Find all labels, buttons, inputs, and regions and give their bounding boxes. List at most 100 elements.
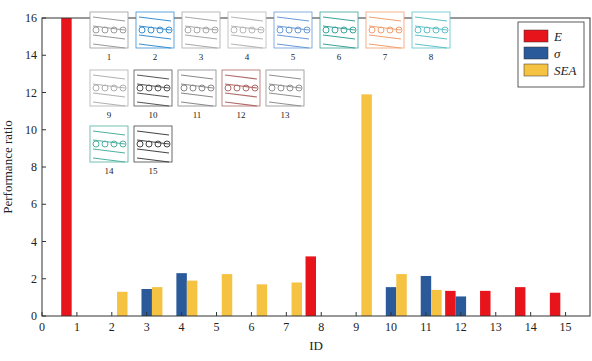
thumbnail-pattern: [139, 35, 171, 39]
y-tick-label: 12: [25, 86, 37, 100]
thumbnail-pattern: [269, 102, 301, 106]
inset-thumbnail: [366, 12, 404, 48]
inset-thumbnail: [274, 12, 312, 48]
x-tick: [391, 312, 392, 316]
thumbnail-frame: [136, 12, 174, 48]
thumbnail-pattern: [185, 44, 217, 48]
y-tick-label: 8: [31, 160, 37, 174]
thumbnail-pattern: [258, 27, 264, 33]
thumbnail-pattern: [415, 17, 447, 21]
x-tick: [286, 312, 287, 316]
thumbnail-pattern: [323, 44, 355, 48]
plot-frame: [42, 18, 590, 316]
x-tick-label: 10: [385, 320, 397, 334]
inset-thumbnail: [178, 70, 216, 106]
thumbnail-pattern: [194, 27, 200, 33]
y-tick: [42, 204, 46, 205]
x-tick-label: 15: [560, 320, 572, 334]
thumbnail-pattern: [225, 93, 257, 97]
thumbnail-pattern: [304, 27, 310, 33]
y-tick-label: 2: [31, 272, 37, 286]
bar: [306, 256, 316, 316]
thumbnail-frame: [182, 12, 220, 48]
thumbnail-pattern: [120, 85, 126, 91]
thumbnail-pattern: [240, 27, 246, 33]
y-tick: [42, 18, 46, 19]
inset-thumbnail: [412, 12, 450, 48]
inset-label: 6: [337, 52, 342, 62]
inset-label: 15: [149, 166, 159, 176]
thumbnail-pattern: [269, 75, 301, 79]
thumbnail-pattern: [120, 27, 126, 33]
bar: [292, 282, 302, 316]
bar: [445, 291, 455, 316]
inset-label: 12: [237, 110, 246, 120]
inset-thumbnail: [320, 12, 358, 48]
thumbnail-pattern: [137, 75, 169, 79]
bar: [61, 18, 71, 316]
thumbnail-pattern: [181, 102, 213, 106]
x-tick-label: 5: [214, 320, 220, 334]
bar: [480, 291, 490, 316]
bar: [515, 287, 525, 316]
thumbnail-pattern: [93, 131, 125, 135]
thumbnail-pattern: [111, 141, 117, 147]
bar: [141, 289, 151, 316]
legend: EσSEA: [518, 22, 584, 87]
thumbnail-pattern: [286, 27, 292, 33]
legend-label: SEA: [554, 63, 576, 78]
inset-thumbnail: [90, 70, 128, 106]
thumbnail-frame: [178, 70, 216, 106]
thumbnail-pattern: [323, 17, 355, 21]
inset-thumbnail: [228, 12, 266, 48]
inset-label: 13: [281, 110, 291, 120]
bar: [431, 290, 441, 316]
thumbnail-pattern: [93, 102, 125, 106]
x-tick-label: 6: [248, 320, 254, 334]
thumbnail-pattern: [157, 27, 163, 33]
y-tick: [42, 278, 46, 279]
thumbnail-frame: [320, 12, 358, 48]
y-tick: [42, 316, 46, 317]
thumbnail-pattern: [148, 27, 154, 33]
x-tick-label: 14: [525, 320, 537, 334]
bar: [187, 281, 197, 316]
y-axis-label: Performance ratio: [0, 120, 15, 213]
x-tick: [495, 312, 496, 316]
thumbnail-pattern: [137, 93, 169, 97]
chart: 02468101214160123456789101112131415IDPer…: [0, 0, 592, 361]
thumbnail-pattern: [181, 93, 213, 97]
inset-label: 9: [107, 110, 112, 120]
thumbnail-pattern: [225, 102, 257, 106]
thumbnail-pattern: [442, 27, 448, 33]
bar: [421, 276, 431, 316]
inset-label: 10: [149, 110, 159, 120]
thumbnail-pattern: [181, 85, 187, 91]
inset-thumbnail: [136, 12, 174, 48]
thumbnail-pattern: [181, 75, 213, 79]
thumbnail-pattern: [249, 27, 255, 33]
x-tick: [251, 312, 252, 316]
thumbnail-pattern: [190, 85, 196, 91]
thumbnail-pattern: [278, 85, 284, 91]
thumbnail-pattern: [369, 44, 401, 48]
x-tick: [146, 312, 147, 316]
inset-label: 3: [199, 52, 204, 62]
x-tick-label: 9: [353, 320, 359, 334]
thumbnail-frame: [134, 70, 172, 106]
x-tick: [42, 312, 43, 316]
thumbnail-pattern: [137, 158, 169, 162]
legend-label: σ: [554, 46, 561, 61]
thumbnail-pattern: [225, 85, 231, 91]
thumbnail-pattern: [208, 85, 214, 91]
thumbnail-pattern: [93, 44, 125, 48]
legend-swatch: [524, 64, 548, 76]
thumbnail-pattern: [137, 131, 169, 135]
x-tick: [76, 312, 77, 316]
bar: [396, 274, 406, 316]
thumbnail-pattern: [369, 27, 375, 33]
inset-thumbnail: [134, 70, 172, 106]
thumbnail-pattern: [231, 27, 237, 33]
thumbnail-pattern: [102, 27, 108, 33]
thumbnail-pattern: [93, 35, 125, 39]
